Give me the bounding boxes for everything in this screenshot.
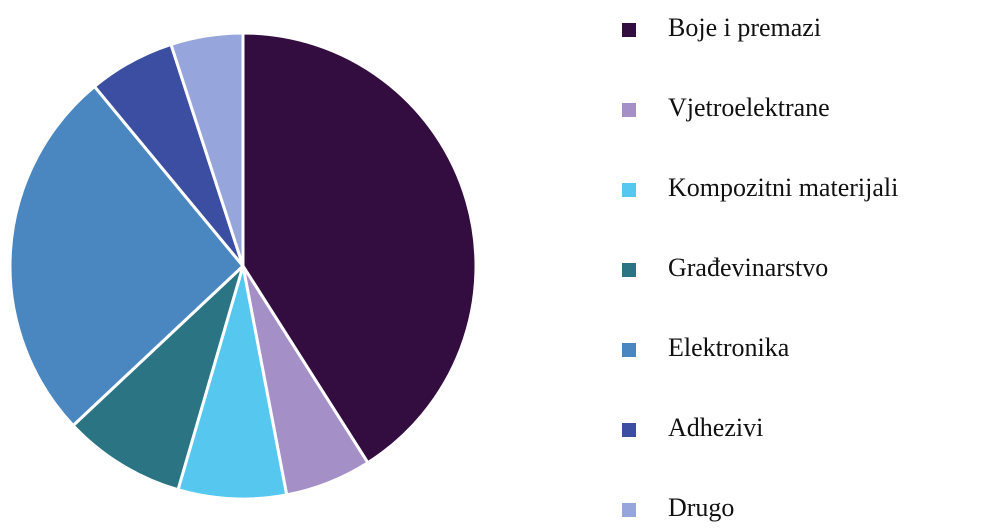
legend-label: Elektronika [668,333,790,362]
legend-label: Boje i premazi [668,13,821,42]
legend-label: Građevinarstvo [668,253,828,282]
pie-slice [8,84,245,427]
legend-label: Drugo [668,493,734,522]
legend-swatch [622,503,636,517]
pie-slice [169,31,245,268]
pie-slice [176,264,289,501]
legend-swatch [622,23,636,37]
legend-swatch [622,103,636,117]
legend-swatch [622,183,636,197]
legend-swatch [622,423,636,437]
legend-label: Adhezivi [668,413,763,442]
legend-swatch [622,343,636,357]
pie-slice [71,264,245,492]
legend-label: Vjetroelektrane [668,93,830,122]
legend-swatch [622,263,636,277]
legend-label: Kompozitni materijali [668,173,898,202]
